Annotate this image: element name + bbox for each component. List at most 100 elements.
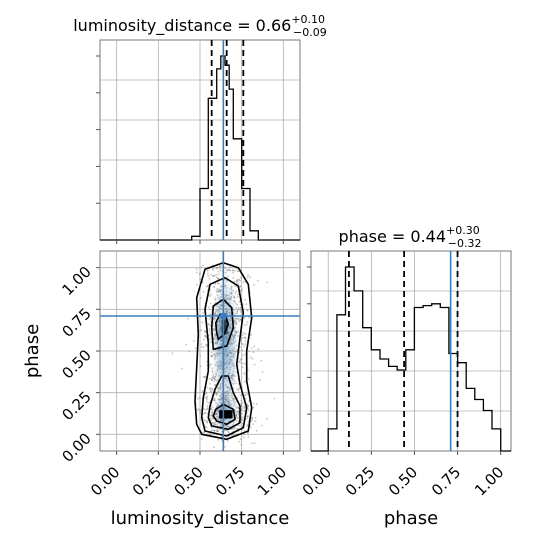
sample-point [188,350,191,353]
sample-point [202,376,205,378]
sample-point [204,425,207,428]
sample-point [243,345,245,348]
sample-point [185,343,188,346]
sample-point [211,429,214,432]
x-tick-label-phase: 0.50 [385,463,421,499]
sample-point [238,278,241,281]
sample-point [241,425,243,428]
sample-point [192,340,195,342]
sample-point [240,308,243,310]
sample-point [205,285,208,288]
sample-point [205,419,207,422]
sample-point [211,413,214,416]
sample-point [209,313,212,315]
sample-point [232,269,234,272]
density-contour [200,276,248,437]
sample-point [247,435,250,438]
x-tick-label-luminosity-distance: 0.75 [212,463,248,499]
sample-point [202,290,205,293]
sample-point [239,285,242,288]
sample-point [233,427,236,429]
sample-point [260,359,263,362]
sample-point [206,400,208,403]
sample-point [244,299,247,301]
sample-point [237,413,240,416]
y-tick-label-phase: 0.75 [58,304,94,340]
sample-point [226,439,229,442]
sample-point [238,440,241,443]
sample-point [221,435,223,438]
sample-point [233,284,236,287]
sample-point [204,330,206,333]
truth-marker [220,313,227,319]
sample-point [208,313,211,316]
sample-point [210,405,213,407]
sample-point [202,312,204,314]
sample-point [200,438,203,440]
sample-point [245,397,247,400]
sample-point [252,406,255,409]
sample-point [237,361,240,363]
sample-point [204,376,207,379]
sample-point [247,431,250,434]
sample-point [237,306,240,309]
sample-point [196,398,199,400]
sample-point [203,411,206,414]
sample-point [212,274,215,277]
sample-point [239,438,242,441]
sample-point [232,269,235,271]
sample-point [236,280,239,283]
sample-point [237,270,239,273]
x-axis-label-phase: phase [384,508,438,529]
sample-point [219,269,222,272]
sample-point [212,275,214,278]
sample-point [240,309,243,312]
joint-density [100,251,300,451]
sample-point [226,269,228,271]
sample-point [238,320,241,323]
sample-point [210,414,213,416]
sample-point [253,442,256,445]
sample-point [207,402,210,404]
sample-point [254,420,257,423]
sample-point [256,279,259,282]
sample-point [216,277,219,280]
sample-point [203,431,205,434]
sample-point [236,417,239,420]
density-blob [211,272,239,413]
sample-point [199,278,202,280]
x-axis-label-luminosity-distance: luminosity_distance [111,508,290,529]
sample-point [209,295,212,297]
sample-point [195,347,197,350]
sample-point [247,378,250,381]
x-tick-label-luminosity-distance: 0.50 [170,463,206,499]
y-tick-label-phase: 1.00 [58,263,94,299]
sample-point [205,344,207,346]
sample-point [200,266,203,269]
sample-point [213,399,215,402]
sample-point [209,364,212,366]
sample-point [233,270,236,272]
x-tick-label-luminosity-distance: 1.00 [254,463,290,499]
title-plus: +0.10 [291,13,325,26]
sample-point [249,426,252,429]
sample-point [246,321,249,323]
sample-point [199,412,202,415]
x-tick-label-phase: 0.25 [342,463,378,499]
sample-point [237,407,240,409]
sample-point [238,360,241,362]
histograms [100,40,511,452]
sample-point [236,388,239,391]
sample-point [209,302,212,305]
sample-point [266,281,269,284]
sample-point [213,397,216,400]
sample-point [210,391,213,393]
sample-point [210,426,213,429]
sample-point [198,396,201,399]
sample-point [209,317,212,319]
sample-point [210,293,213,296]
sample-point [209,341,212,344]
sample-point [211,379,213,381]
sample-point [241,366,244,369]
sample-point [208,338,211,341]
